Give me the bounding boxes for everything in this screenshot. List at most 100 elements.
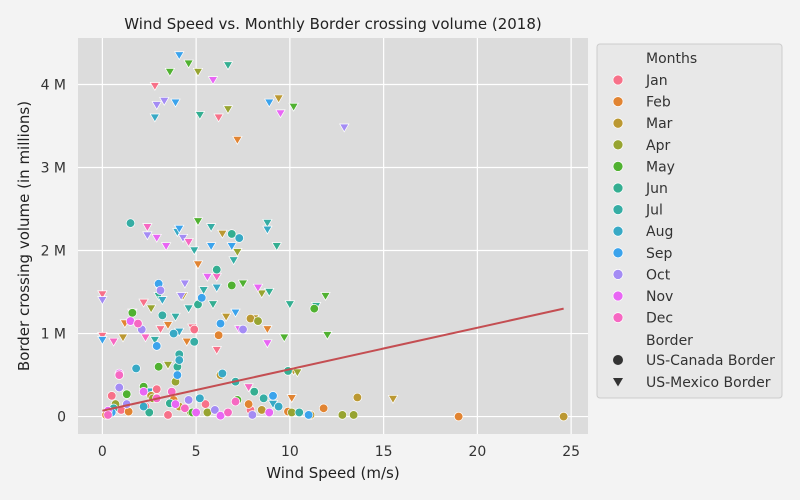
data-point-nov-canada [264,407,274,418]
data-point-oct-canada [155,285,166,296]
data-point-oct-canada [114,382,124,393]
data-point-aug-canada [174,355,184,365]
data-point-oct-canada [238,324,248,335]
data-point-jul-mexico [262,219,273,228]
data-point-jun-canada [227,229,237,239]
legend-marker-mexico [613,378,623,387]
data-point-apr-mexico [292,368,303,378]
data-point-aug-mexico [149,113,161,123]
data-point-oct-mexico [159,97,170,106]
legend-label-nov: Nov [646,289,673,305]
legend-label-jun: Jun [645,181,668,197]
data-point-jul-mexico [189,246,200,256]
y-tick-label: 4 M [41,77,66,93]
data-point-sep-canada [197,293,207,303]
data-point-feb-mexico [181,337,192,347]
grid-lines [78,38,588,434]
data-point-may-canada [227,280,237,291]
data-point-dec-canada [133,318,143,329]
chart-title: Wind Speed vs. Monthly Border crossing v… [124,15,541,33]
data-point-sep-mexico [174,224,185,234]
data-point-oct-mexico [175,292,187,302]
data-point-jun-mexico [271,242,282,252]
data-point-jul-mexico [149,336,161,346]
data-point-jan-canada [163,410,173,420]
x-axis-title: Wind Speed (m/s) [266,464,399,482]
data-point-jul-mexico [228,256,239,266]
data-point-may-canada [309,303,319,314]
legend-label-apr: Apr [646,138,670,154]
data-point-feb-mexico [162,321,174,331]
data-point-mar-mexico [387,395,399,404]
legend-label-sep: Sep [646,246,673,262]
y-axis-ticks: 0 1 M 2 M 3 M 4 M [41,77,66,425]
data-point-sep-mexico [205,242,217,252]
data-point-feb-mexico [192,260,204,270]
data-point-may-mexico [164,68,176,77]
legend-marker-canada [613,355,623,365]
legend-marker-may [612,161,624,172]
data-point-may-mexico [322,331,333,341]
data-point-oct-mexico [339,123,350,133]
y-tick-label: 1 M [41,327,66,343]
data-point-apr-canada [337,410,348,420]
data-point-dec-canada [114,370,124,380]
data-point-dec-canada [180,403,190,413]
data-point-may-canada [127,308,138,318]
data-point-jun-mexico [284,300,296,310]
legend-month-entries: Jan Feb Mar Apr May Jun Jul Aug Sep Oct Nov Dec [612,73,675,327]
data-point-may-mexico [279,333,290,343]
data-point-jun-mexico [207,300,219,310]
data-point-jun-mexico [264,288,275,297]
data-point-aug-mexico [157,296,168,306]
data-point-oct-canada [210,405,220,415]
data-point-jan-canada [189,324,199,335]
data-point-oct-mexico [97,296,108,306]
x-tick-label: 0 [98,444,107,460]
data-point-jun-canada [249,387,259,397]
data-point-jul-mexico [183,304,194,314]
data-point-sep-mexico [226,242,237,252]
legend-label-may: May [646,159,675,175]
data-points [97,51,569,422]
data-point-apr-mexico [145,304,157,314]
x-tick-label: 20 [468,444,486,460]
data-point-aug-mexico [211,283,222,293]
data-point-nov-mexico [151,234,162,243]
x-tick-label: 25 [562,444,580,460]
data-point-oct-mexico [151,101,162,111]
data-point-dec-canada [230,396,241,407]
data-point-feb-mexico [232,136,243,145]
legend-marker-jun [612,182,624,194]
data-point-feb-canada [453,411,464,422]
data-point-jan-mexico [149,82,161,91]
legend-label-border: US-Mexico Border [646,375,771,391]
data-point-aug-canada [217,368,228,379]
legend-marker-mar [612,117,624,129]
legend-label-dec: Dec [646,311,673,327]
data-point-jan-mexico [97,290,108,300]
data-point-sep-canada [303,410,314,420]
data-point-mar-mexico [217,229,228,239]
legend-label-mar: Mar [646,116,673,132]
data-point-aug-canada [138,401,149,412]
legend-box [596,43,783,399]
data-point-dec-canada [103,410,113,420]
data-point-aug-mexico [262,225,273,235]
y-tick-label: 2 M [41,244,66,260]
legend-marker-oct [612,269,624,280]
data-point-sep-canada [215,318,226,329]
y-tick-label: 3 M [41,161,66,177]
data-point-nov-mexico [202,273,213,282]
data-point-apr-mexico [222,105,234,115]
legend-label-jan: Jan [645,73,668,89]
data-point-feb-canada [318,403,329,413]
data-point-dec-mexico [140,333,151,343]
data-point-sep-mexico [230,308,241,318]
data-point-nov-mexico [262,339,273,349]
data-point-jul-mexico [205,223,217,233]
data-point-mar-mexico [220,312,232,322]
data-point-sep-mexico [170,98,181,108]
data-point-aug-canada [131,363,141,374]
